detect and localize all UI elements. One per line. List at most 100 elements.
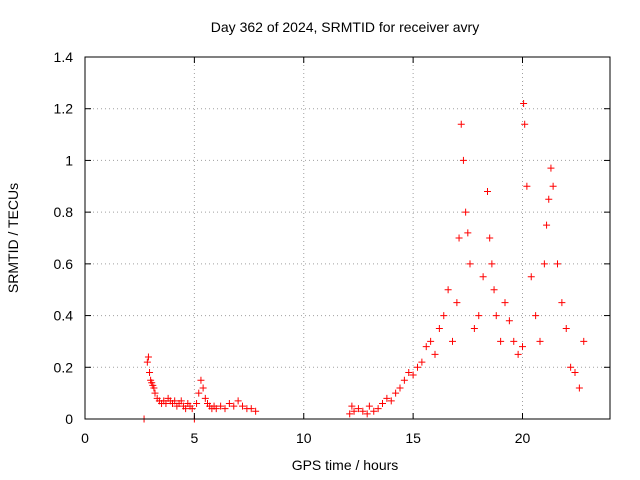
data-point (363, 410, 371, 418)
data-point (470, 325, 478, 332)
data-point (435, 325, 443, 332)
data-point (440, 312, 448, 320)
x-tick-label: 20 (515, 430, 531, 446)
y-tick-label: 1.4 (54, 49, 74, 65)
data-point (405, 368, 413, 376)
data-point (350, 407, 358, 415)
data-point (466, 260, 474, 268)
data-point (464, 229, 472, 237)
y-tick-label: 0.4 (54, 308, 74, 324)
data-point (396, 384, 404, 392)
data-point (387, 397, 395, 405)
data-point (422, 343, 430, 351)
data-point (392, 389, 400, 397)
data-point (354, 405, 362, 413)
data-point (519, 343, 526, 351)
data-point (523, 182, 531, 190)
x-axis-label: GPS time / hours (292, 457, 399, 473)
grid-layer (85, 57, 610, 419)
plot-frame (84, 56, 611, 420)
data-point (449, 337, 456, 345)
data-point (527, 273, 535, 281)
y-tick-label: 0.2 (54, 359, 74, 375)
data-point (151, 389, 159, 397)
x-tick-label: 15 (405, 430, 421, 446)
data-point (383, 394, 391, 402)
data-point (171, 397, 179, 405)
data-point (365, 402, 373, 410)
y-tick-label: 0 (65, 411, 73, 427)
x-tick-label: 0 (81, 430, 89, 446)
data-point (359, 407, 367, 415)
data-point (195, 389, 203, 397)
data-point (462, 208, 470, 216)
y-tick-labels: 0 0.2 0.4 0.6 0.8 1 1.2 1.4 (54, 49, 74, 427)
data-point (444, 286, 452, 294)
data-point (221, 405, 229, 413)
data-point (234, 397, 242, 405)
data-point (182, 405, 190, 413)
x-tick-labels: 0 5 10 15 20 (81, 430, 530, 446)
data-point (431, 350, 439, 358)
data-point (379, 399, 386, 407)
data-point (239, 402, 246, 410)
data-point (510, 337, 518, 345)
data-point (547, 164, 555, 172)
data-point (199, 384, 207, 392)
data-point (217, 402, 225, 410)
data-point (427, 337, 435, 345)
data-point (540, 260, 548, 268)
data-point (486, 234, 494, 242)
data-point (536, 337, 544, 345)
data-point (575, 384, 583, 392)
data-point (520, 100, 528, 108)
data-point (562, 325, 570, 332)
data-point (501, 299, 509, 307)
data-point (558, 299, 566, 307)
data-point (144, 353, 152, 361)
data-point (549, 182, 557, 190)
data-point (370, 407, 378, 415)
data-point (346, 410, 354, 418)
data-point (247, 405, 255, 413)
data-point (230, 402, 238, 410)
axis-ticks (84, 56, 610, 420)
data-point (374, 405, 382, 413)
y-tick-label: 1.2 (54, 101, 74, 117)
data-point (479, 273, 487, 281)
data-point (400, 376, 408, 384)
data-point (146, 368, 154, 376)
data-point (497, 337, 505, 345)
y-axis-label: SRMTID / TECUs (5, 183, 21, 293)
data-point (193, 399, 201, 407)
data-point (580, 337, 588, 345)
data-point (521, 120, 529, 128)
data-point (545, 195, 553, 203)
y-tick-label: 0.8 (54, 204, 74, 220)
data-point (567, 363, 575, 371)
data-point (162, 399, 170, 407)
data-point (212, 405, 220, 413)
y-tick-label: 0.6 (54, 256, 74, 272)
data-point (252, 407, 260, 415)
data-point (532, 312, 540, 320)
data-point (554, 260, 561, 268)
data-point (455, 234, 463, 242)
data-point (490, 286, 498, 294)
y-tick-label: 1 (65, 152, 73, 168)
data-point (150, 384, 158, 392)
data-point (414, 363, 421, 371)
data-point (459, 156, 467, 164)
data-point (475, 312, 483, 320)
data-point (188, 405, 196, 413)
data-point (409, 371, 417, 379)
data-point (418, 358, 426, 366)
data-point (484, 187, 491, 195)
data-point (488, 260, 496, 268)
data-point (571, 368, 579, 376)
data-point (492, 312, 500, 320)
data-point (505, 317, 513, 325)
data-point (177, 397, 185, 405)
data-point (543, 221, 551, 229)
data-point (225, 399, 233, 407)
